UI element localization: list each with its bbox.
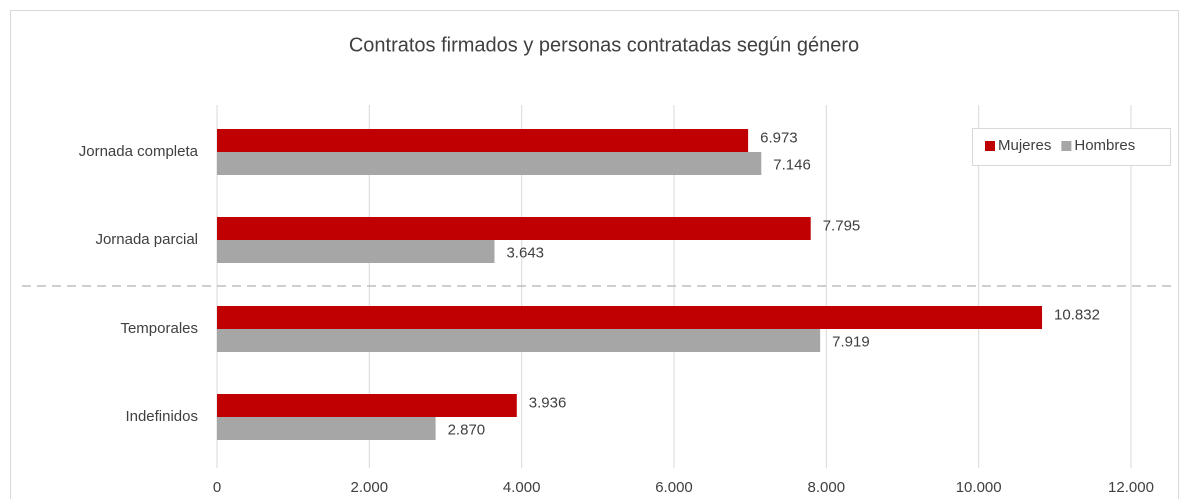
x-tick-label: 0 — [213, 479, 221, 496]
chart-title: Contratos firmados y personas contratada… — [349, 34, 859, 56]
data-label: 10.832 — [1054, 306, 1100, 323]
legend-swatch — [985, 141, 995, 151]
legend-label: Hombres — [1074, 137, 1135, 154]
bar — [217, 417, 436, 440]
bar — [217, 394, 517, 417]
x-tick-label: 10.000 — [956, 479, 1002, 496]
bar — [217, 152, 762, 175]
legend-box — [972, 128, 1171, 166]
x-tick-label: 6.000 — [655, 479, 693, 496]
x-tick-label: 8.000 — [808, 479, 846, 496]
legend-label: Mujeres — [998, 137, 1051, 154]
y-tick-label: Indefinidos — [125, 408, 198, 425]
y-tick-label: Jornada completa — [79, 143, 199, 160]
bar — [217, 329, 821, 352]
bar — [217, 306, 1043, 329]
y-tick-label: Jornada parcial — [95, 231, 198, 248]
x-tick-label: 12.000 — [1108, 479, 1154, 496]
bar — [217, 129, 749, 152]
chart-frame — [10, 10, 1179, 499]
x-tick-label: 2.000 — [351, 479, 389, 496]
bar — [217, 217, 811, 240]
data-label: 3.936 — [529, 394, 567, 411]
data-label: 7.919 — [832, 333, 870, 350]
data-label: 3.643 — [506, 244, 544, 261]
legend-swatch — [1061, 141, 1072, 151]
y-tick-label: Temporales — [120, 320, 198, 337]
bar — [217, 240, 495, 263]
data-label: 6.973 — [760, 129, 798, 146]
data-label: 7.795 — [823, 217, 861, 234]
x-tick-label: 4.000 — [503, 479, 541, 496]
data-label: 2.870 — [448, 421, 486, 438]
data-label: 7.146 — [773, 156, 811, 173]
